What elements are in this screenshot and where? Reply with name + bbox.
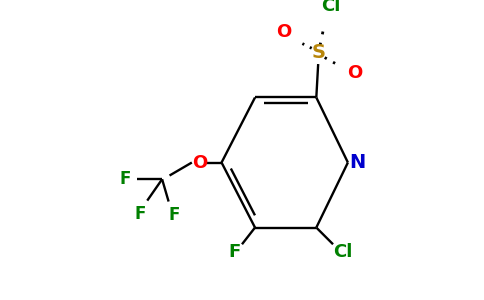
Text: F: F	[228, 243, 241, 261]
Text: F: F	[134, 205, 146, 223]
Text: O: O	[276, 23, 291, 41]
Text: O: O	[192, 154, 207, 172]
Text: Cl: Cl	[333, 243, 352, 261]
Text: F: F	[119, 170, 131, 188]
Text: O: O	[347, 64, 362, 82]
Text: S: S	[311, 44, 325, 62]
Text: Cl: Cl	[321, 0, 341, 16]
Text: N: N	[349, 153, 365, 172]
Text: F: F	[168, 206, 180, 224]
